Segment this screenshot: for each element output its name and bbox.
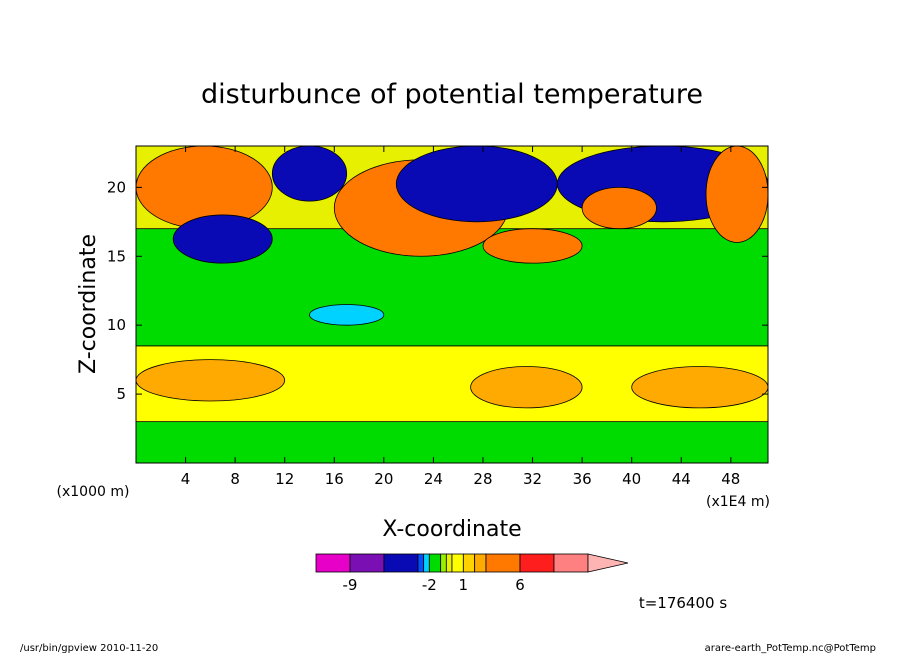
colorbar-bin [383,553,419,573]
x-tick-label: 28 [473,470,492,488]
colorbar-label: 6 [515,576,525,594]
x-tick-label: 8 [230,470,240,488]
plot-frame [135,145,769,464]
x-tick-label: 36 [573,470,592,488]
field-region-15 [136,421,768,463]
x-axis: 4 8 12 16 20 24 28 32 36 40 44 48 [181,146,740,488]
colorbar-labels: -9 -2 1 6 [343,576,525,594]
colorbar-bin [462,553,476,573]
y-tick-label: 15 [107,247,126,265]
colorbar-bin [440,553,447,573]
field-region-14 [705,146,768,243]
x-tick-label: 12 [275,470,294,488]
x-tick-label: 4 [181,470,191,488]
colorbar-bin [349,553,385,573]
y-axis-title: Z-coordinate [76,234,101,374]
x-axis-title: X-coordinate [382,517,521,542]
colorbar-label: -9 [343,576,358,594]
colorbar-bin [423,553,430,573]
field-region-8 [271,146,348,202]
footer-right: arare-earth_PotTemp.nc@PotTemp [705,643,876,654]
y-tick-label: 20 [107,178,126,196]
x-tick-label: 24 [424,470,443,488]
colorbar-bin [485,553,521,573]
chart-title: disturbunce of potential temperature [201,79,703,110]
y-tick-label: 10 [107,316,126,334]
time-label: t=176400 s [639,594,727,612]
field-region-3 [631,366,768,409]
field-region-5 [309,304,385,326]
x-tick-label: 44 [672,470,691,488]
colorbar-label: 1 [459,576,469,594]
field-region-7 [172,214,273,264]
x-unit-label: (x1000 m) [57,484,130,500]
x-tick-label: 48 [721,470,740,488]
colorbar-bin [445,553,453,573]
colorbar-bin [451,553,464,573]
x-tick-label: 16 [325,470,344,488]
colorbar-extension [587,553,629,573]
y-tick-label: 5 [116,385,126,403]
footer-left: /usr/bin/gpview 2010-11-20 [20,643,158,654]
colorbar-bin [474,553,487,573]
colorbar-bin [553,553,589,573]
colorbar-label: -2 [422,576,437,594]
field-region-13 [581,186,657,230]
field-region-1 [136,359,286,402]
y-axis: 5 10 15 20 [107,178,768,403]
x-tick-label: 32 [523,470,542,488]
x-tick-label: 40 [622,470,641,488]
colorbar-bin [428,553,442,573]
field-region-11 [482,228,583,264]
colorbar-bin [315,553,351,573]
heatmap-area [136,146,768,463]
x-tick-label: 20 [374,470,393,488]
colorbar-bin [519,553,555,573]
colorbar [315,553,629,573]
x-scale-label: (x1E4 m) [706,494,770,510]
field-region-10 [395,146,558,223]
colorbar-bin [417,553,425,573]
field-region-2 [470,366,583,409]
